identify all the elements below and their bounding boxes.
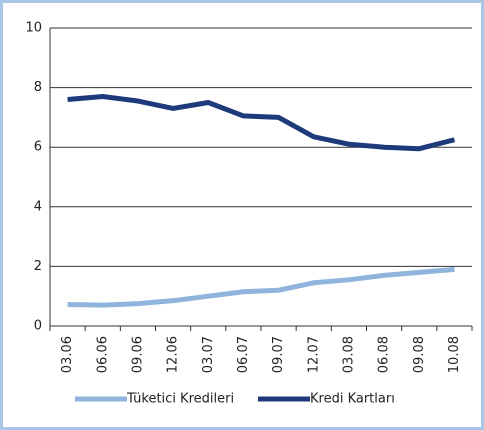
x-tick-label: 06.07 — [236, 336, 251, 373]
y-tick-label: 4 — [34, 199, 42, 214]
x-tick-label: 03.08 — [341, 336, 356, 373]
legend-label: Tüketici Kredileri — [126, 392, 234, 407]
y-tick-label: 8 — [34, 80, 42, 95]
series-line — [67, 266, 455, 308]
series-line — [67, 94, 456, 152]
x-tick-label: 03.06 — [60, 336, 75, 373]
x-tick-label: 03.07 — [201, 336, 216, 373]
y-tick-label: 6 — [34, 140, 42, 155]
y-tick-label: 2 — [34, 259, 42, 274]
y-tick-label: 10 — [25, 21, 42, 36]
x-tick-label: 09.06 — [130, 336, 145, 373]
x-tick-label: 12.06 — [166, 336, 181, 373]
x-tick-label: 06.08 — [377, 336, 392, 373]
x-tick-label: 10.08 — [447, 336, 462, 373]
x-tick-label: 06.06 — [95, 336, 110, 373]
x-tick-label: 12.07 — [306, 336, 321, 373]
y-tick-label: 0 — [34, 319, 42, 334]
x-tick-label: 09.08 — [412, 336, 427, 373]
x-tick-label: 09.07 — [271, 336, 286, 373]
legend-label: Kredi Kartları — [310, 392, 395, 407]
